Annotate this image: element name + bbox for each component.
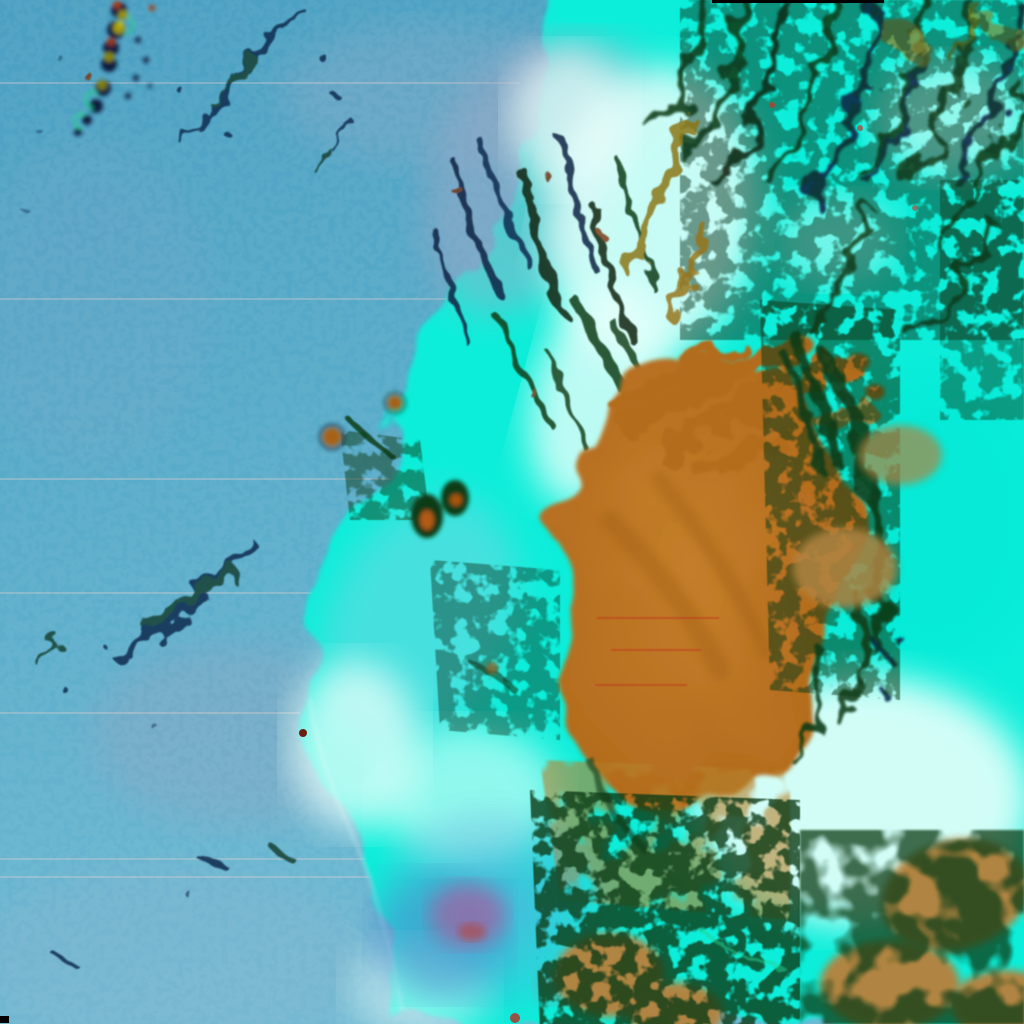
green-coastal-islets: [318, 391, 498, 674]
mid-speckle: [430, 560, 560, 740]
bottom-speckle-zones: [510, 790, 1024, 1024]
upper-middle-dark-streaks: [352, 111, 711, 693]
data-gap-artifacts: [0, 0, 918, 1023]
dust-red-scan-streaks: [594, 616, 720, 687]
dust-inner-shading: [600, 472, 773, 680]
tan-patch-mid: [793, 528, 897, 608]
island-green-fringes: [73, 14, 135, 130]
top-edge-black-line: [712, 0, 884, 3]
bottom-left-black-tick: [0, 1016, 9, 1023]
right-edge-speckle: [940, 180, 1024, 420]
rim-speckle-texture: [760, 300, 900, 700]
scan-line-artifacts: [0, 82, 520, 878]
island-land-dots: [97, 1, 155, 90]
magenta-anomaly: [430, 883, 506, 947]
ocean-cloud-wisps: [22, 5, 358, 972]
top-right-speckle-texture: [680, 0, 1024, 340]
dark-red-dot: [299, 729, 307, 737]
island-chain: [73, 1, 155, 136]
boundary-speckle: [340, 430, 430, 520]
red-anomaly-fleck: [458, 923, 486, 941]
